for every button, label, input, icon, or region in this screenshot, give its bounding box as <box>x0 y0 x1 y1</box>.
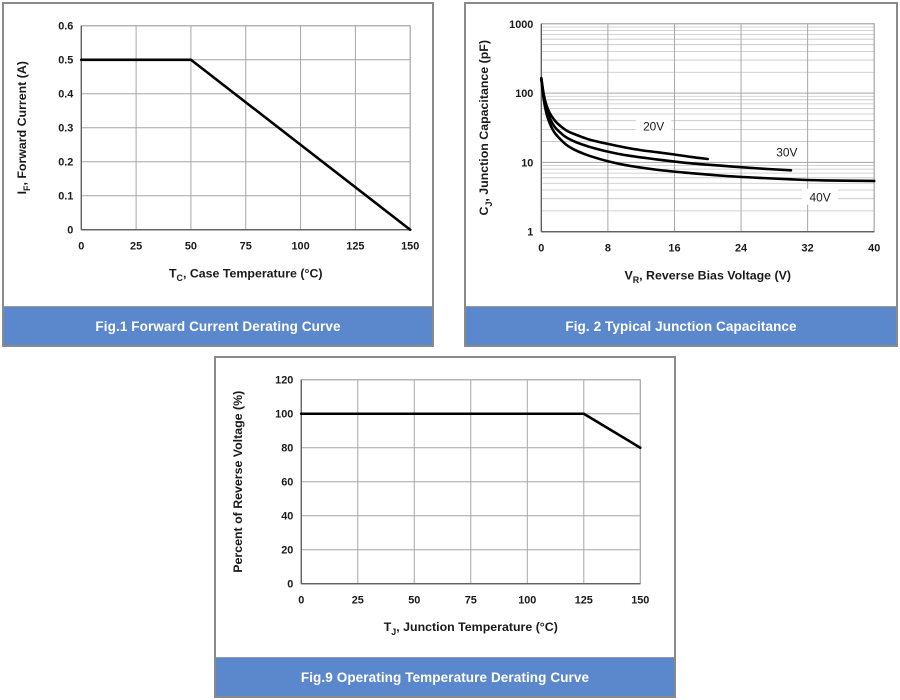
figure-panel-fig9: 0 20 40 60 80 100 120 0 25 50 75 100 125 150 TJ, Junct… <box>214 356 676 698</box>
x-tick-label: 0 <box>538 243 544 255</box>
y-tick-label: 0.2 <box>58 157 73 169</box>
y-tick-label: 0.1 <box>58 191 73 203</box>
figure-caption-fig9: Fig.9 Operating Temperature Derating Cur… <box>216 657 674 696</box>
data-curve-30v <box>540 77 793 172</box>
chart-plot-fig1: 0 0.1 0.2 0.3 0.4 0.5 0.6 0 25 50 75 100 125 150 TC, C… <box>4 4 432 306</box>
curve-annotation-30v: 30V <box>776 145 797 159</box>
y-tick-label: 60 <box>281 477 293 489</box>
x-tick-label: 32 <box>802 243 814 255</box>
figure-panel-fig2: 1 10 100 1000 0 8 16 24 32 40 VR, Reverse Bias Vol… <box>464 2 898 347</box>
x-tick-label: 0 <box>298 595 304 607</box>
x-tick-label: 50 <box>185 241 197 253</box>
x-tick-label: 24 <box>735 243 747 255</box>
data-curve-forward-current-derating <box>79 58 412 232</box>
y-axis-title: IF, Forward Current (A) <box>15 61 32 194</box>
x-tick-label: 125 <box>346 241 364 253</box>
y-tick-label: 10 <box>521 157 533 169</box>
y-tick-label: 100 <box>515 88 533 100</box>
x-tick-label: 100 <box>518 595 536 607</box>
y-tick-label: 40 <box>281 511 293 523</box>
data-curve-20v <box>540 76 710 161</box>
x-tick-label: 75 <box>240 241 252 253</box>
x-tick-label: 25 <box>352 595 364 607</box>
x-axis-title: TC, Case Temperature (°C) <box>169 266 323 283</box>
y-tick-label: 20 <box>281 545 293 557</box>
y-tick-label: 120 <box>275 375 293 387</box>
x-tick-label: 8 <box>605 243 611 255</box>
figure-caption-fig2: Fig. 2 Typical Junction Capacitance <box>466 306 896 345</box>
chart-svg-fig9: 0 20 40 60 80 100 120 0 25 50 75 100 125 150 TJ, Junct… <box>231 375 650 637</box>
y-tick-label: 0 <box>287 579 293 591</box>
chart-svg-fig2: 1 10 100 1000 0 8 16 24 32 40 VR, Reverse Bias Vol… <box>477 19 880 285</box>
x-axis-title: TJ, Junction Temperature (°C) <box>384 620 558 637</box>
y-tick-label: 100 <box>275 409 293 421</box>
curve-annotation-40v: 40V <box>810 191 831 205</box>
x-tick-label: 25 <box>130 241 142 253</box>
y-tick-label: 80 <box>281 443 293 455</box>
y-tick-label: 0.6 <box>58 21 73 33</box>
x-tick-label: 40 <box>868 243 880 255</box>
x-tick-label: 0 <box>78 241 84 253</box>
x-axis-title: VR, Reverse Bias Voltage (V) <box>624 268 791 285</box>
y-tick-label: 0.4 <box>58 89 73 101</box>
data-curve-40v <box>540 77 876 183</box>
x-tick-label: 50 <box>408 595 420 607</box>
chart-svg-fig1: 0 0.1 0.2 0.3 0.4 0.5 0.6 0 25 50 75 100 125 150 TC, C… <box>15 21 419 283</box>
y-axis-title: CJ, Junction Capacitance (pF) <box>477 40 494 215</box>
y-tick-label: 0.5 <box>58 55 73 67</box>
chart-plot-fig9: 0 20 40 60 80 100 120 0 25 50 75 100 125 150 TJ, Junct… <box>216 358 674 657</box>
figure-panel-fig1: 0 0.1 0.2 0.3 0.4 0.5 0.6 0 25 50 75 100 125 150 TC, C… <box>2 2 434 347</box>
y-axis-title: Percent of Reverse Voltage (%) <box>231 391 245 573</box>
data-curve-reverse-voltage-derating <box>299 412 642 450</box>
y-tick-label: 1 <box>527 227 533 239</box>
x-tick-label: 100 <box>291 241 309 253</box>
x-tick-label: 150 <box>401 241 419 253</box>
curve-annotation-20v: 20V <box>643 119 664 133</box>
y-tick-label: 0 <box>67 225 73 237</box>
chart-plot-fig2: 1 10 100 1000 0 8 16 24 32 40 VR, Reverse Bias Vol… <box>466 4 896 306</box>
y-tick-label: 0.3 <box>58 123 73 135</box>
x-tick-label: 75 <box>465 595 477 607</box>
y-tick-label: 1000 <box>509 19 533 31</box>
x-tick-label: 150 <box>631 595 649 607</box>
x-tick-label: 16 <box>668 243 680 255</box>
x-tick-label: 125 <box>575 595 593 607</box>
figure-caption-fig1: Fig.1 Forward Current Derating Curve <box>4 306 432 345</box>
